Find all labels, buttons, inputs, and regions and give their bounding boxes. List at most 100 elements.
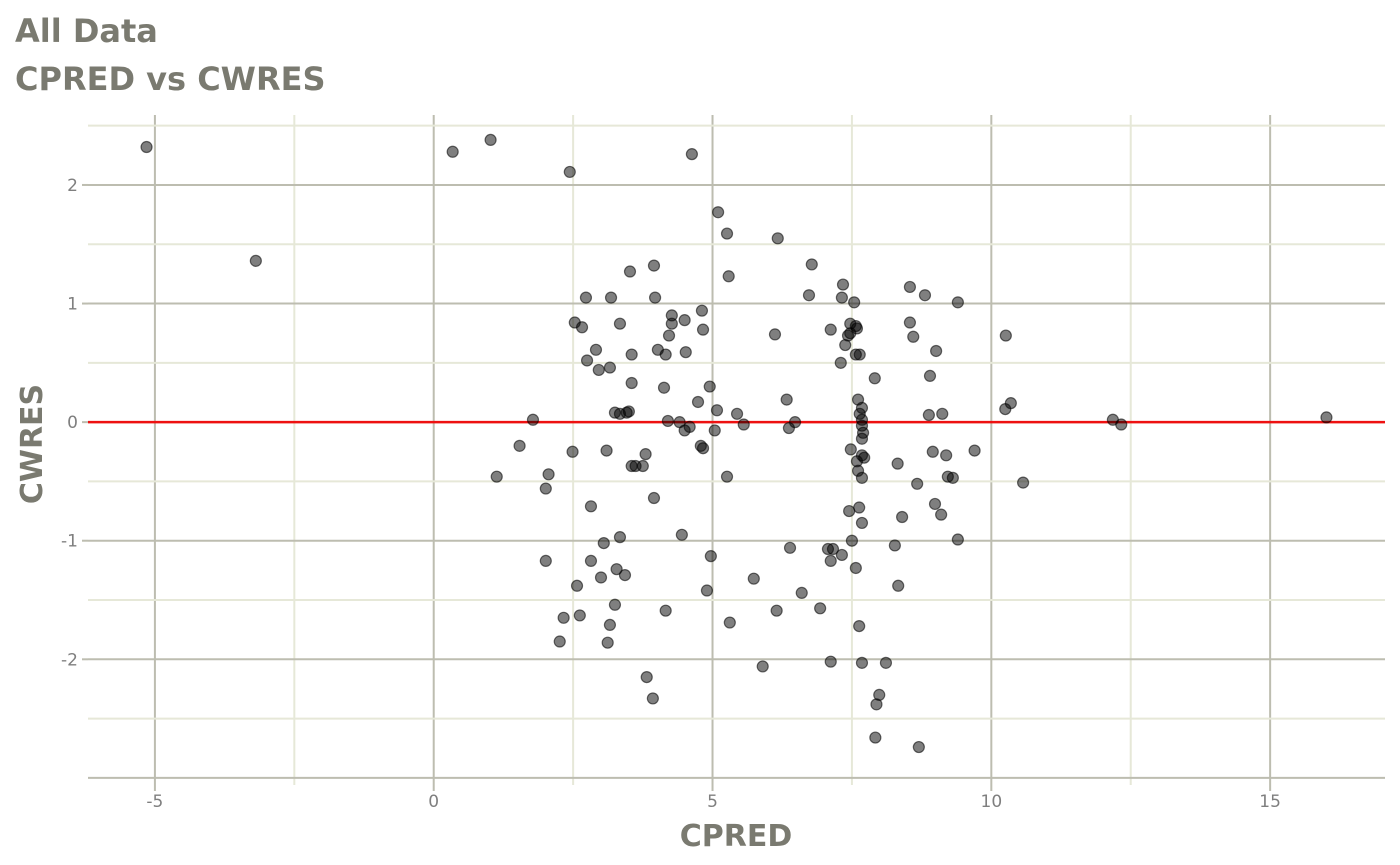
- data-point: [896, 510, 909, 524]
- data-point: [940, 449, 953, 462]
- data-point: [879, 656, 893, 669]
- data-point: [737, 418, 750, 431]
- x-tick-label: 10: [981, 792, 1003, 812]
- data-point: [848, 296, 861, 309]
- data-point: [648, 291, 662, 304]
- data-point: [999, 329, 1012, 342]
- data-point: [601, 636, 614, 649]
- data-point: [826, 542, 840, 556]
- data-point: [708, 424, 721, 437]
- data-point: [618, 569, 632, 582]
- data-point: [570, 579, 584, 592]
- data-point: [1115, 418, 1128, 431]
- data-point: [539, 554, 552, 567]
- data-point: [855, 471, 869, 484]
- data-point: [946, 471, 959, 484]
- data-point: [613, 531, 627, 544]
- data-point: [490, 470, 503, 483]
- data-point: [647, 491, 661, 505]
- data-point: [249, 254, 262, 267]
- data-point: [526, 413, 540, 426]
- data-point: [665, 317, 678, 330]
- data-point: [513, 439, 526, 452]
- data-point: [703, 380, 716, 393]
- data-point: [891, 457, 904, 470]
- data-point: [696, 323, 710, 336]
- data-point: [839, 338, 852, 352]
- data-point: [768, 328, 782, 341]
- y-tick-label: -2: [61, 650, 78, 670]
- data-point: [592, 363, 605, 377]
- data-point: [928, 497, 942, 511]
- data-point: [711, 206, 725, 219]
- data-point: [869, 731, 882, 744]
- data-point: [579, 291, 593, 304]
- data-point: [659, 604, 672, 617]
- data-point: [604, 291, 618, 304]
- data-point: [999, 402, 1012, 416]
- data-point: [936, 407, 949, 420]
- data-point: [853, 501, 866, 514]
- y-tick-label: -1: [61, 532, 78, 552]
- data-point: [542, 468, 555, 481]
- data-point: [600, 444, 613, 457]
- data-point: [1320, 411, 1333, 424]
- data-point: [903, 280, 917, 294]
- data-point: [930, 344, 943, 358]
- data-point: [723, 616, 736, 629]
- data-point: [843, 504, 856, 518]
- data-point: [835, 548, 848, 562]
- data-point: [610, 563, 623, 576]
- data-point: [892, 579, 905, 592]
- data-point: [771, 232, 784, 245]
- data-point: [710, 404, 724, 417]
- data-point: [824, 323, 837, 336]
- data-point: [855, 432, 869, 445]
- data-point: [622, 405, 635, 418]
- data-point: [782, 421, 796, 435]
- data-point: [888, 539, 901, 552]
- x-tick-label: 5: [707, 792, 718, 812]
- data-point: [903, 316, 917, 329]
- data-point: [662, 329, 676, 342]
- data-point: [589, 343, 603, 356]
- data-point: [747, 572, 760, 585]
- data-point: [951, 533, 964, 546]
- y-axis-label: CWRES: [15, 384, 50, 504]
- data-point: [720, 227, 734, 240]
- data-point: [685, 148, 698, 161]
- data-point: [553, 635, 566, 648]
- x-tick-label: 15: [1259, 792, 1281, 812]
- y-tick-label: 2: [67, 176, 78, 196]
- data-point: [484, 133, 497, 147]
- y-tick-label: 0: [67, 413, 78, 433]
- data-point: [704, 550, 717, 563]
- data-point: [923, 369, 937, 382]
- data-point: [722, 270, 735, 283]
- data-point: [563, 165, 576, 179]
- data-point: [805, 258, 818, 271]
- data-point: [678, 314, 691, 327]
- data-point: [646, 692, 659, 705]
- data-point: [845, 534, 859, 547]
- data-point: [659, 348, 672, 361]
- data-point: [783, 541, 797, 554]
- data-point: [780, 393, 793, 406]
- data-point: [594, 571, 608, 584]
- data-point: [951, 296, 964, 309]
- data-point: [575, 321, 589, 334]
- data-point: [802, 289, 816, 302]
- data-point: [824, 554, 837, 567]
- data-point: [855, 656, 869, 669]
- data-point: [844, 443, 857, 456]
- data-point: [730, 407, 744, 420]
- data-point: [756, 660, 769, 673]
- data-point: [870, 698, 883, 711]
- data-point: [1017, 476, 1030, 489]
- data-point: [625, 348, 638, 361]
- data-point: [625, 376, 638, 390]
- data-point: [584, 554, 598, 567]
- data-point: [695, 304, 709, 317]
- data-point: [835, 291, 848, 304]
